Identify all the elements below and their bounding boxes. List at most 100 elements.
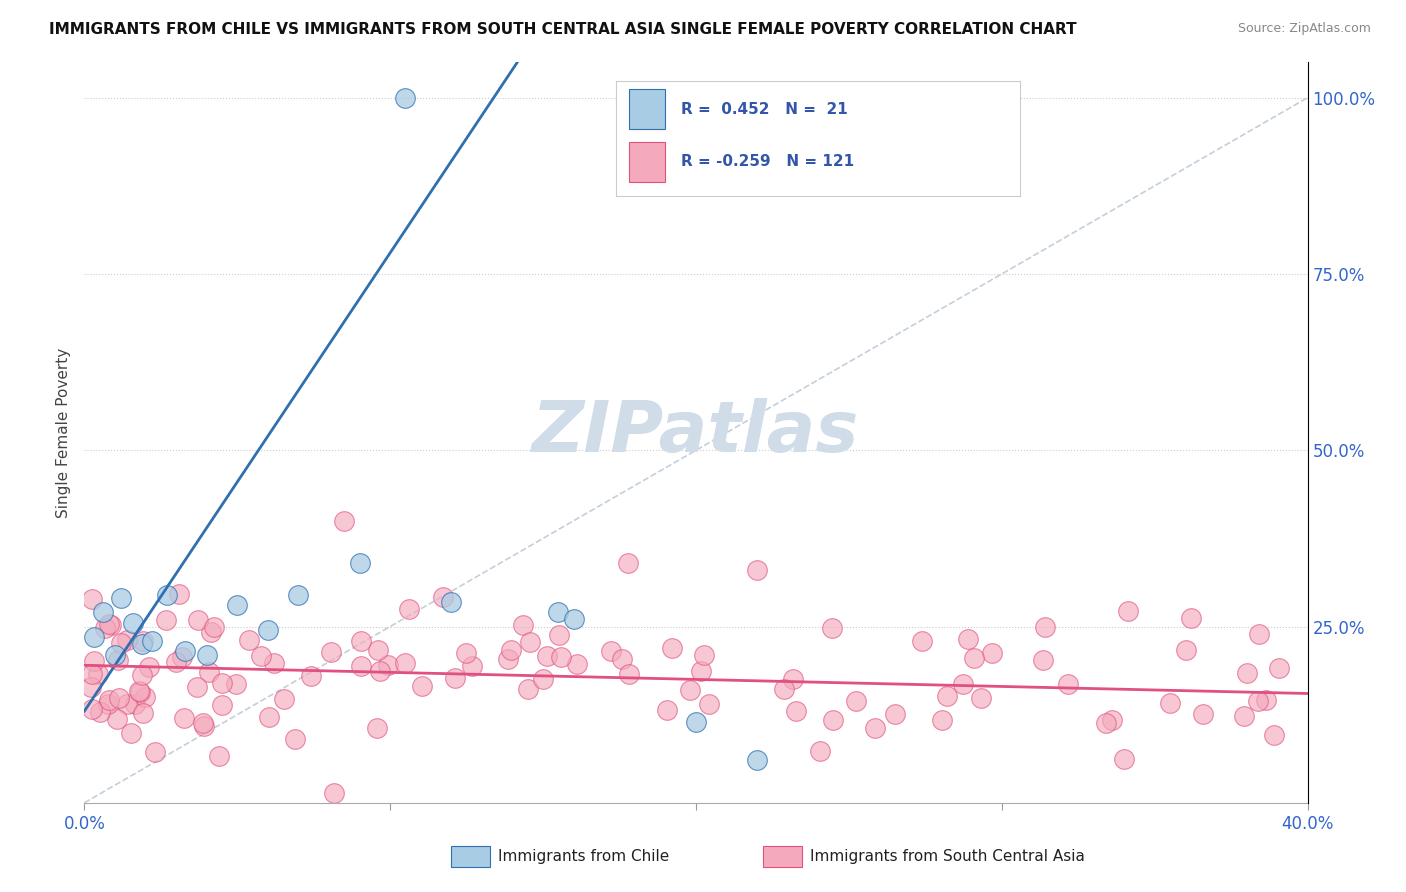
Point	[883, 706, 905, 721]
Point	[617, 556, 640, 570]
Point	[134, 690, 156, 705]
Point	[461, 659, 484, 673]
Point	[1254, 692, 1277, 706]
Point	[1233, 708, 1256, 723]
Point	[226, 599, 249, 613]
Point	[128, 684, 150, 698]
Point	[1114, 752, 1136, 766]
Point	[107, 653, 129, 667]
Point	[377, 657, 399, 672]
Point	[411, 679, 433, 693]
Point	[517, 682, 540, 697]
Point	[284, 732, 307, 747]
Point	[935, 690, 957, 704]
Point	[1101, 713, 1123, 727]
Point	[394, 656, 416, 670]
Point	[617, 667, 640, 681]
Point	[165, 655, 187, 669]
Point	[170, 650, 193, 665]
Point	[1032, 653, 1054, 667]
Point	[198, 665, 221, 680]
Point	[287, 588, 309, 602]
Point	[454, 646, 477, 660]
Point	[693, 648, 716, 662]
Point	[195, 648, 218, 662]
Point	[225, 676, 247, 690]
Point	[1033, 620, 1056, 634]
Point	[350, 659, 373, 673]
Point	[512, 617, 534, 632]
Point	[273, 692, 295, 706]
Point	[1180, 611, 1202, 625]
Text: Immigrants from Chile: Immigrants from Chile	[498, 849, 669, 864]
Point	[186, 680, 208, 694]
Point	[398, 602, 420, 616]
Point	[208, 748, 231, 763]
Point	[956, 632, 979, 646]
Point	[952, 677, 974, 691]
Point	[367, 642, 389, 657]
Point	[661, 640, 683, 655]
Point	[531, 672, 554, 686]
Point	[823, 713, 845, 727]
Point	[263, 656, 285, 670]
Point	[547, 606, 569, 620]
Point	[141, 633, 163, 648]
Point	[211, 698, 233, 712]
Point	[174, 644, 197, 658]
Point	[350, 633, 373, 648]
Point	[863, 721, 886, 735]
Point	[257, 623, 280, 637]
Point	[432, 590, 454, 604]
Point	[100, 618, 122, 632]
Point	[747, 754, 769, 768]
Point	[89, 705, 111, 719]
Point	[394, 91, 416, 105]
Point	[115, 697, 138, 711]
Point	[440, 595, 463, 609]
Point	[193, 715, 215, 730]
Point	[91, 606, 114, 620]
Text: IMMIGRANTS FROM CHILE VS IMMIGRANTS FROM SOUTH CENTRAL ASIA SINGLE FEMALE POVERT: IMMIGRANTS FROM CHILE VS IMMIGRANTS FROM…	[49, 22, 1077, 37]
Point	[82, 667, 104, 681]
Point	[929, 91, 952, 105]
Text: ZIPatlas: ZIPatlas	[533, 398, 859, 467]
Point	[820, 621, 842, 635]
Point	[110, 591, 132, 606]
Point	[772, 681, 794, 696]
Point	[689, 664, 711, 678]
FancyBboxPatch shape	[451, 847, 491, 867]
Point	[321, 645, 343, 659]
Point	[80, 680, 103, 694]
Point	[443, 672, 465, 686]
Point	[94, 621, 117, 635]
Point	[97, 697, 120, 711]
Point	[747, 563, 769, 577]
Point	[599, 644, 621, 658]
Point	[104, 648, 127, 662]
Point	[785, 704, 807, 718]
Point	[211, 676, 233, 690]
Point	[1175, 643, 1198, 657]
Point	[368, 665, 391, 679]
Point	[1268, 660, 1291, 674]
Y-axis label: Single Female Poverty: Single Female Poverty	[56, 348, 72, 517]
Point	[562, 612, 585, 626]
Point	[1263, 728, 1285, 742]
Point	[499, 643, 522, 657]
Point	[131, 706, 153, 720]
Point	[131, 637, 153, 651]
Point	[250, 648, 273, 663]
Point	[349, 556, 371, 570]
Point	[844, 694, 866, 708]
Point	[131, 668, 153, 682]
Point	[108, 691, 131, 706]
Point	[98, 616, 121, 631]
Point	[685, 714, 707, 729]
Point	[1246, 694, 1268, 708]
Point	[679, 683, 702, 698]
Point	[238, 632, 260, 647]
Point	[138, 660, 160, 674]
Point	[612, 652, 634, 666]
Point	[155, 613, 177, 627]
